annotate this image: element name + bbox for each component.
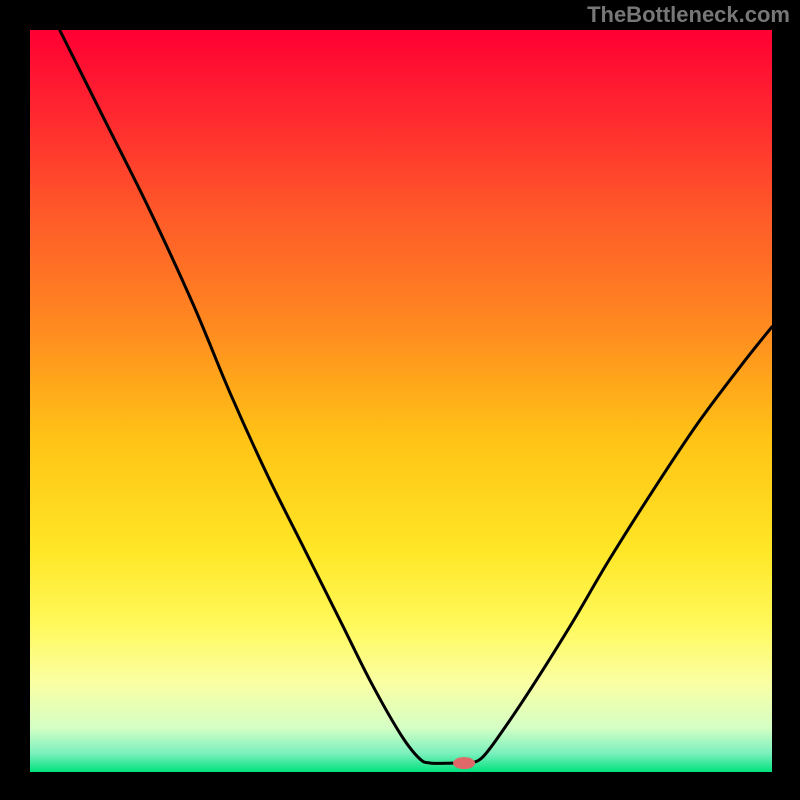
optimal-marker — [453, 757, 475, 769]
watermark-text: TheBottleneck.com — [587, 2, 790, 28]
chart-container: TheBottleneck.com — [0, 0, 800, 800]
bottleneck-chart — [0, 0, 800, 800]
plot-background — [30, 30, 772, 772]
